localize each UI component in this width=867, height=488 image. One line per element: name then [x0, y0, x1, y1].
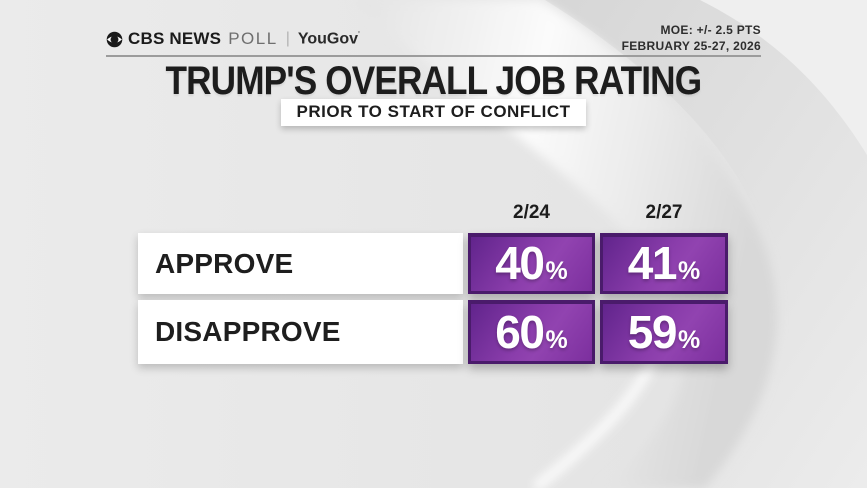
- subtitle-badge: PRIOR TO START OF CONFLICT: [280, 99, 587, 126]
- moe-text: MOE: +/- 2.5 PTS: [660, 23, 761, 37]
- value-number: 60: [495, 305, 545, 358]
- value-cell-approve-col2: 41%: [600, 233, 728, 294]
- value-cell-approve-col1: 40%: [468, 233, 595, 294]
- value-cell-disapprove-col2: 59%: [600, 300, 728, 364]
- brand-separator: |: [285, 30, 290, 47]
- date-range-text: FEBRUARY 25-27, 2026: [621, 38, 761, 53]
- value-number: 59: [627, 305, 678, 358]
- value-number: 41: [627, 237, 678, 289]
- row-label-text: APPROVE: [155, 247, 294, 279]
- partner-trademark: ': [358, 29, 360, 39]
- percent-sign: %: [677, 257, 701, 285]
- poll-table: 2/24 2/27 APPROVE 40% 41% DISAPPROVE 60%…: [138, 199, 728, 364]
- column-header-1: 2/24: [513, 202, 550, 223]
- percent-sign: %: [677, 325, 701, 354]
- header-divider: [106, 55, 761, 57]
- subtitle-wrap: PRIOR TO START OF CONFLICT: [0, 99, 867, 126]
- column-header-2: 2/27: [645, 202, 683, 223]
- percent-sign: %: [545, 325, 568, 354]
- page-title: TRUMP'S OVERALL JOB RATING: [165, 59, 703, 103]
- poll-meta: MOE: +/- 2.5 PTS FEBRUARY 25-27, 2026: [622, 23, 761, 54]
- row-label-disapprove: DISAPPROVE: [138, 300, 463, 364]
- percent-sign: %: [545, 257, 568, 285]
- row-label-approve: APPROVE: [138, 233, 463, 294]
- row-label-text: DISAPPROVE: [155, 316, 341, 347]
- product-name: POLL: [228, 29, 278, 48]
- partner-name: YouGov': [297, 29, 360, 48]
- value-number: 40: [495, 237, 545, 289]
- page-title-wrap: TRUMP'S OVERALL JOB RATING: [0, 59, 867, 104]
- brand-lockup: CBS NEWS POLL | YouGov': [106, 29, 360, 49]
- value-cell-disapprove-col1: 60%: [468, 300, 595, 364]
- cbs-eye-icon: [106, 31, 123, 48]
- network-name: CBS NEWS: [128, 29, 222, 48]
